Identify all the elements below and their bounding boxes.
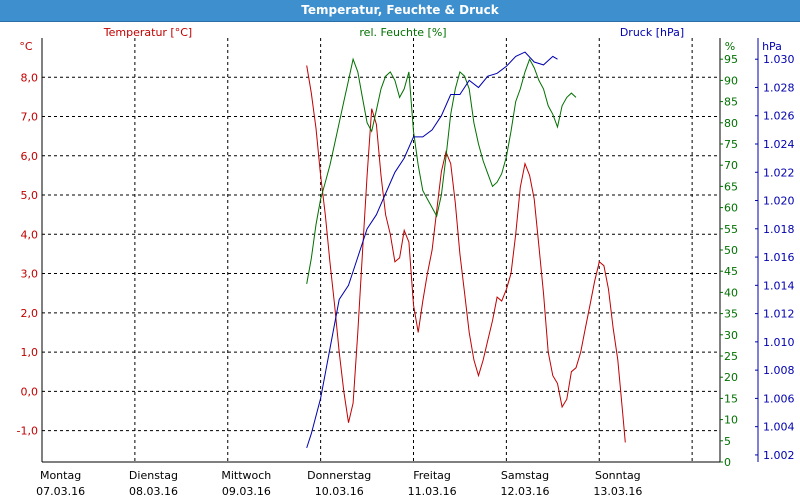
humidity-tick-label: 85 [724, 96, 738, 109]
temperature-tick-label: 7,0 [21, 111, 39, 124]
temperature-tick-label: 1,0 [21, 346, 39, 359]
humidity-tick-label: 0 [724, 456, 731, 469]
humidity-tick-label: 95 [724, 53, 738, 66]
pressure-tick-label: 1.028 [763, 81, 795, 94]
temperature-tick-label: 6,0 [21, 150, 39, 163]
humidity-tick-label: 60 [724, 202, 738, 215]
humidity-tick-label: 75 [724, 138, 738, 151]
pressure-unit-label: hPa [762, 40, 782, 53]
humidity-tick-label: 50 [724, 244, 738, 257]
x-tick-day-label: Dienstag [129, 469, 178, 482]
humidity-tick-label: 5 [724, 435, 731, 448]
legend-temperature: Temperatur [°C] [103, 26, 192, 39]
humidity-tick-label: 40 [724, 286, 738, 299]
temperature-tick-label: 5,0 [21, 189, 39, 202]
humidity-tick-label: 80 [724, 117, 738, 130]
humidity-tick-label: 30 [724, 329, 738, 342]
humidity-tick-label: 55 [724, 223, 738, 236]
humidity-tick-label: 45 [724, 265, 738, 278]
pressure-tick-label: 1.022 [763, 166, 795, 179]
humidity-tick-label: 90 [724, 74, 738, 87]
pressure-tick-label: 1.016 [763, 251, 795, 264]
pressure-tick-label: 1.008 [763, 364, 795, 377]
labels-layer: °C% hPa 8,0 7,0 6,0 5,0 4,0 3,0 2,0 1,0 0,0 -1,0 95 9… [17, 26, 795, 498]
pressure-tick-label: 1.006 [763, 392, 795, 405]
x-tick-day-label: Freitag [413, 469, 451, 482]
x-tick-date-label: 11.03.16 [408, 485, 457, 498]
x-tick-day-label: Sonntag [595, 469, 641, 482]
x-tick-date-label: 08.03.16 [129, 485, 178, 498]
x-tick-date-label: 07.03.16 [36, 485, 85, 498]
series-line-temperature [306, 65, 626, 443]
humidity-unit-label: % [725, 40, 735, 53]
pressure-tick-label: 1.004 [763, 421, 795, 434]
humidity-tick-label: 20 [724, 371, 738, 384]
pressure-tick-label: 1.014 [763, 279, 795, 292]
series-line-humidity [306, 57, 577, 284]
legend-humidity: rel. Feuchte [%] [359, 26, 446, 39]
temperature-tick-label: 0,0 [21, 385, 39, 398]
series-line-pressure [306, 51, 558, 449]
x-tick-date-label: 13.03.16 [593, 485, 642, 498]
pressure-tick-label: 1.002 [763, 449, 795, 462]
x-tick-date-label: 10.03.16 [315, 485, 364, 498]
humidity-tick-label: 35 [724, 308, 738, 321]
pressure-tick-label: 1.018 [763, 223, 795, 236]
temperature-tick-label: 8,0 [21, 71, 39, 84]
pressure-tick-label: 1.012 [763, 308, 795, 321]
pressure-tick-label: 1.020 [763, 195, 795, 208]
temperature-tick-label: 2,0 [21, 307, 39, 320]
pressure-tick-label: 1.010 [763, 336, 795, 349]
temperature-unit-label: °C [19, 40, 33, 53]
humidity-tick-label: 15 [724, 392, 738, 405]
temperature-tick-label: 3,0 [21, 268, 39, 281]
humidity-tick-label: 70 [724, 159, 738, 172]
x-tick-date-label: 09.03.16 [222, 485, 271, 498]
chart-title: Temperatur, Feuchte & Druck [0, 0, 800, 22]
x-tick-day-label: Montag [40, 469, 81, 482]
grid-lines [42, 38, 720, 462]
pressure-tick-label: 1.030 [763, 53, 795, 66]
axes-layer [41, 38, 759, 463]
pressure-tick-label: 1.024 [763, 138, 795, 151]
x-tick-day-label: Donnerstag [307, 469, 371, 482]
temperature-tick-label: -1,0 [17, 425, 38, 438]
legend-pressure: Druck [hPa] [620, 26, 684, 39]
humidity-tick-label: 25 [724, 350, 738, 363]
humidity-tick-label: 10 [724, 414, 738, 427]
x-tick-day-label: Samstag [501, 469, 549, 482]
temperature-tick-label: 4,0 [21, 228, 39, 241]
x-tick-date-label: 12.03.16 [500, 485, 549, 498]
humidity-tick-label: 65 [724, 180, 738, 193]
series-layer [306, 51, 626, 449]
x-tick-day-label: Mittwoch [221, 469, 271, 482]
pressure-tick-label: 1.026 [763, 110, 795, 123]
